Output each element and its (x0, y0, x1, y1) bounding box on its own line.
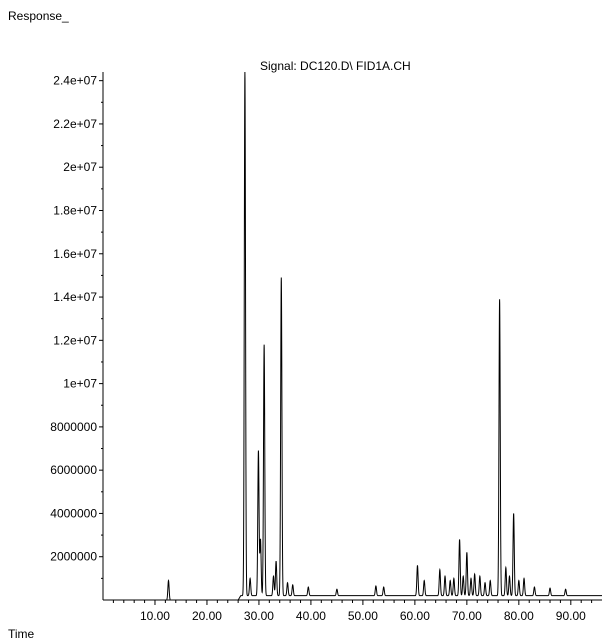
y-tick-label: 1.4e+07 (53, 290, 97, 304)
y-tick-label: 2e+07 (63, 160, 97, 174)
x-tick-label: 90.00 (556, 609, 586, 623)
x-tick-label: 30.00 (244, 609, 274, 623)
x-tick-label: 70.00 (452, 609, 482, 623)
x-tick-label: 80.00 (504, 609, 534, 623)
x-ticks: 10.00 20.00 30.00 40.00 50.00 60.00 70.00 80.00… (112, 600, 593, 623)
y-tick-label: 2000000 (50, 550, 97, 564)
signal-trace (103, 71, 602, 601)
x-tick-label: 10.00 (140, 609, 170, 623)
chart-title: Signal: DC120.D\ FID1A.CH (260, 59, 411, 73)
y-tick-label: 6000000 (50, 463, 97, 477)
y-tick-label: 4000000 (50, 506, 97, 520)
y-axis-label: Response_ (8, 9, 69, 23)
y-ticks: 2000000 4000000 6000000 8000000 1e+07 1.2e+07… (50, 74, 103, 579)
y-tick-label: 1.6e+07 (53, 247, 97, 261)
y-tick-label: 1.8e+07 (53, 203, 97, 217)
x-tick-label: 20.00 (192, 609, 222, 623)
y-tick-label: 1.2e+07 (53, 333, 97, 347)
x-axis-label: Time (8, 627, 35, 641)
x-tick-label: 50.00 (348, 609, 378, 623)
y-tick-label: 2.4e+07 (53, 74, 97, 88)
y-tick-label: 1e+07 (63, 377, 97, 391)
x-tick-label: 60.00 (400, 609, 430, 623)
y-tick-label: 2.2e+07 (53, 117, 97, 131)
x-tick-label: 40.00 (296, 609, 326, 623)
y-tick-label: 8000000 (50, 420, 97, 434)
axes (102, 72, 602, 601)
